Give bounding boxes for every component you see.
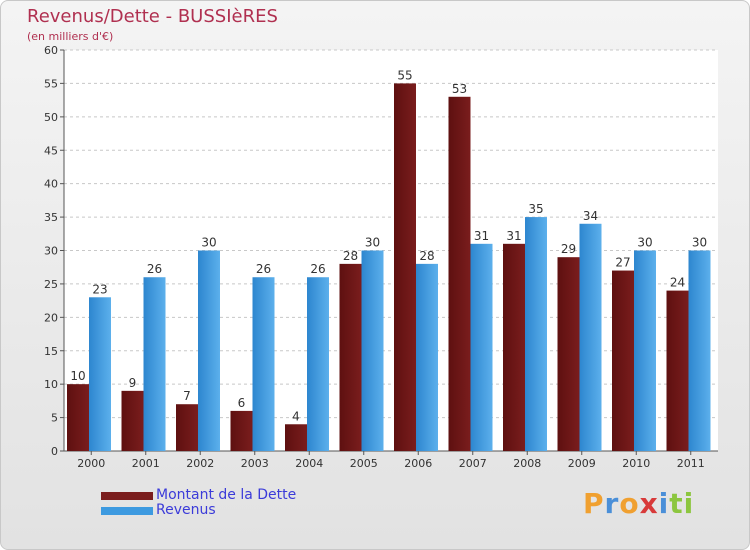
x-tick-label: 2006 <box>404 457 432 470</box>
data-label-dette-2010: 27 <box>615 256 630 270</box>
bar-revenus-2009 <box>579 223 602 451</box>
data-label-dette-2001: 9 <box>129 376 137 390</box>
data-label-revenus-2008: 35 <box>528 202 543 216</box>
data-label-revenus-2003: 26 <box>256 262 271 276</box>
logo-letter: o <box>619 487 640 520</box>
x-tick-label: 2000 <box>77 457 105 470</box>
x-tick-label: 2001 <box>132 457 160 470</box>
logo-letter: r <box>604 487 620 520</box>
bar-revenus-2006 <box>416 263 438 451</box>
bar-revenus-2011 <box>688 250 711 451</box>
bar-revenus-2007 <box>470 243 493 451</box>
data-label-revenus-2009: 34 <box>583 209 598 223</box>
y-tick-label: 40 <box>44 178 58 191</box>
legend-swatch-dette <box>101 492 153 500</box>
bar-dette-2009 <box>557 257 580 451</box>
bar-revenus-2005 <box>361 250 384 451</box>
y-tick-label: 30 <box>44 245 58 258</box>
data-label-dette-2008: 31 <box>506 229 521 243</box>
data-label-revenus-2004: 26 <box>310 262 325 276</box>
data-label-revenus-2001: 26 <box>147 262 162 276</box>
legend-swatch-revenus <box>101 507 153 515</box>
y-tick-label: 15 <box>44 345 58 358</box>
proxiti-logo: Proxiti <box>583 487 694 520</box>
bar-revenus-2004 <box>307 277 329 451</box>
bar-dette-2002 <box>176 404 198 451</box>
data-label-revenus-2010: 30 <box>637 236 652 250</box>
data-label-dette-2002: 7 <box>183 389 191 403</box>
x-tick-label: 2003 <box>241 457 269 470</box>
logo-letter: x <box>639 487 659 520</box>
x-tick-label: 2009 <box>568 457 596 470</box>
data-label-dette-2005: 28 <box>343 249 358 263</box>
chart-subtitle: (en milliers d'€) <box>27 30 114 43</box>
bar-dette-2011 <box>666 290 689 451</box>
x-tick-label: 2007 <box>459 457 487 470</box>
y-tick-label: 5 <box>51 412 58 425</box>
bar-dette-2000 <box>67 384 89 451</box>
x-tick-label: 2002 <box>186 457 214 470</box>
x-tick-label: 2011 <box>677 457 705 470</box>
y-tick-label: 60 <box>44 44 58 57</box>
data-label-revenus-2005: 30 <box>365 236 380 250</box>
logo-letter: i <box>683 487 695 520</box>
bar-revenus-2000 <box>89 297 111 451</box>
y-tick-label: 10 <box>44 378 58 391</box>
bar-dette-2010 <box>612 270 634 451</box>
y-tick-label: 35 <box>44 211 58 224</box>
bar-revenus-2002 <box>198 250 220 451</box>
y-tick-label: 0 <box>51 445 58 458</box>
data-label-revenus-2000: 23 <box>92 282 107 296</box>
chart-title: Revenus/Dette - BUSSIèRES <box>27 6 278 27</box>
bar-dette-2003 <box>230 410 253 451</box>
logo-letter: t <box>669 487 684 520</box>
data-label-dette-2007: 53 <box>452 82 467 96</box>
logo-letter: P <box>583 487 605 520</box>
data-label-revenus-2002: 30 <box>201 236 216 250</box>
y-tick-label: 20 <box>44 311 58 324</box>
bar-dette-2001 <box>121 390 144 451</box>
x-tick-label: 2008 <box>513 457 541 470</box>
legend-label-dette: Montant de la Dette <box>156 487 297 503</box>
bar-dette-2008 <box>503 243 525 451</box>
data-label-dette-2011: 24 <box>670 276 685 290</box>
data-label-dette-2004: 4 <box>292 409 300 423</box>
bar-revenus-2003 <box>252 277 275 451</box>
bar-revenus-2010 <box>634 250 656 451</box>
data-label-revenus-2006: 28 <box>419 249 434 263</box>
y-tick-label: 25 <box>44 278 58 291</box>
logo-letter: i <box>658 487 670 520</box>
bar-revenus-2008 <box>525 217 547 451</box>
data-label-dette-2009: 29 <box>561 242 576 256</box>
x-tick-label: 2004 <box>295 457 323 470</box>
x-tick-label: 2005 <box>350 457 378 470</box>
bar-revenus-2001 <box>143 277 166 451</box>
y-tick-label: 50 <box>44 111 58 124</box>
y-tick-label: 55 <box>44 77 58 90</box>
data-label-revenus-2011: 30 <box>692 236 707 250</box>
x-tick-label: 2010 <box>622 457 650 470</box>
legend-label-revenus: Revenus <box>156 502 216 518</box>
data-label-dette-2003: 6 <box>238 396 246 410</box>
data-label-dette-2000: 10 <box>70 369 85 383</box>
data-label-dette-2006: 55 <box>397 68 412 82</box>
y-tick-label: 45 <box>44 144 58 157</box>
bar-dette-2007 <box>448 96 471 452</box>
bar-dette-2004 <box>285 424 307 451</box>
bar-dette-2005 <box>339 263 362 451</box>
data-label-revenus-2007: 31 <box>474 229 489 243</box>
bar-dette-2006 <box>394 83 416 452</box>
